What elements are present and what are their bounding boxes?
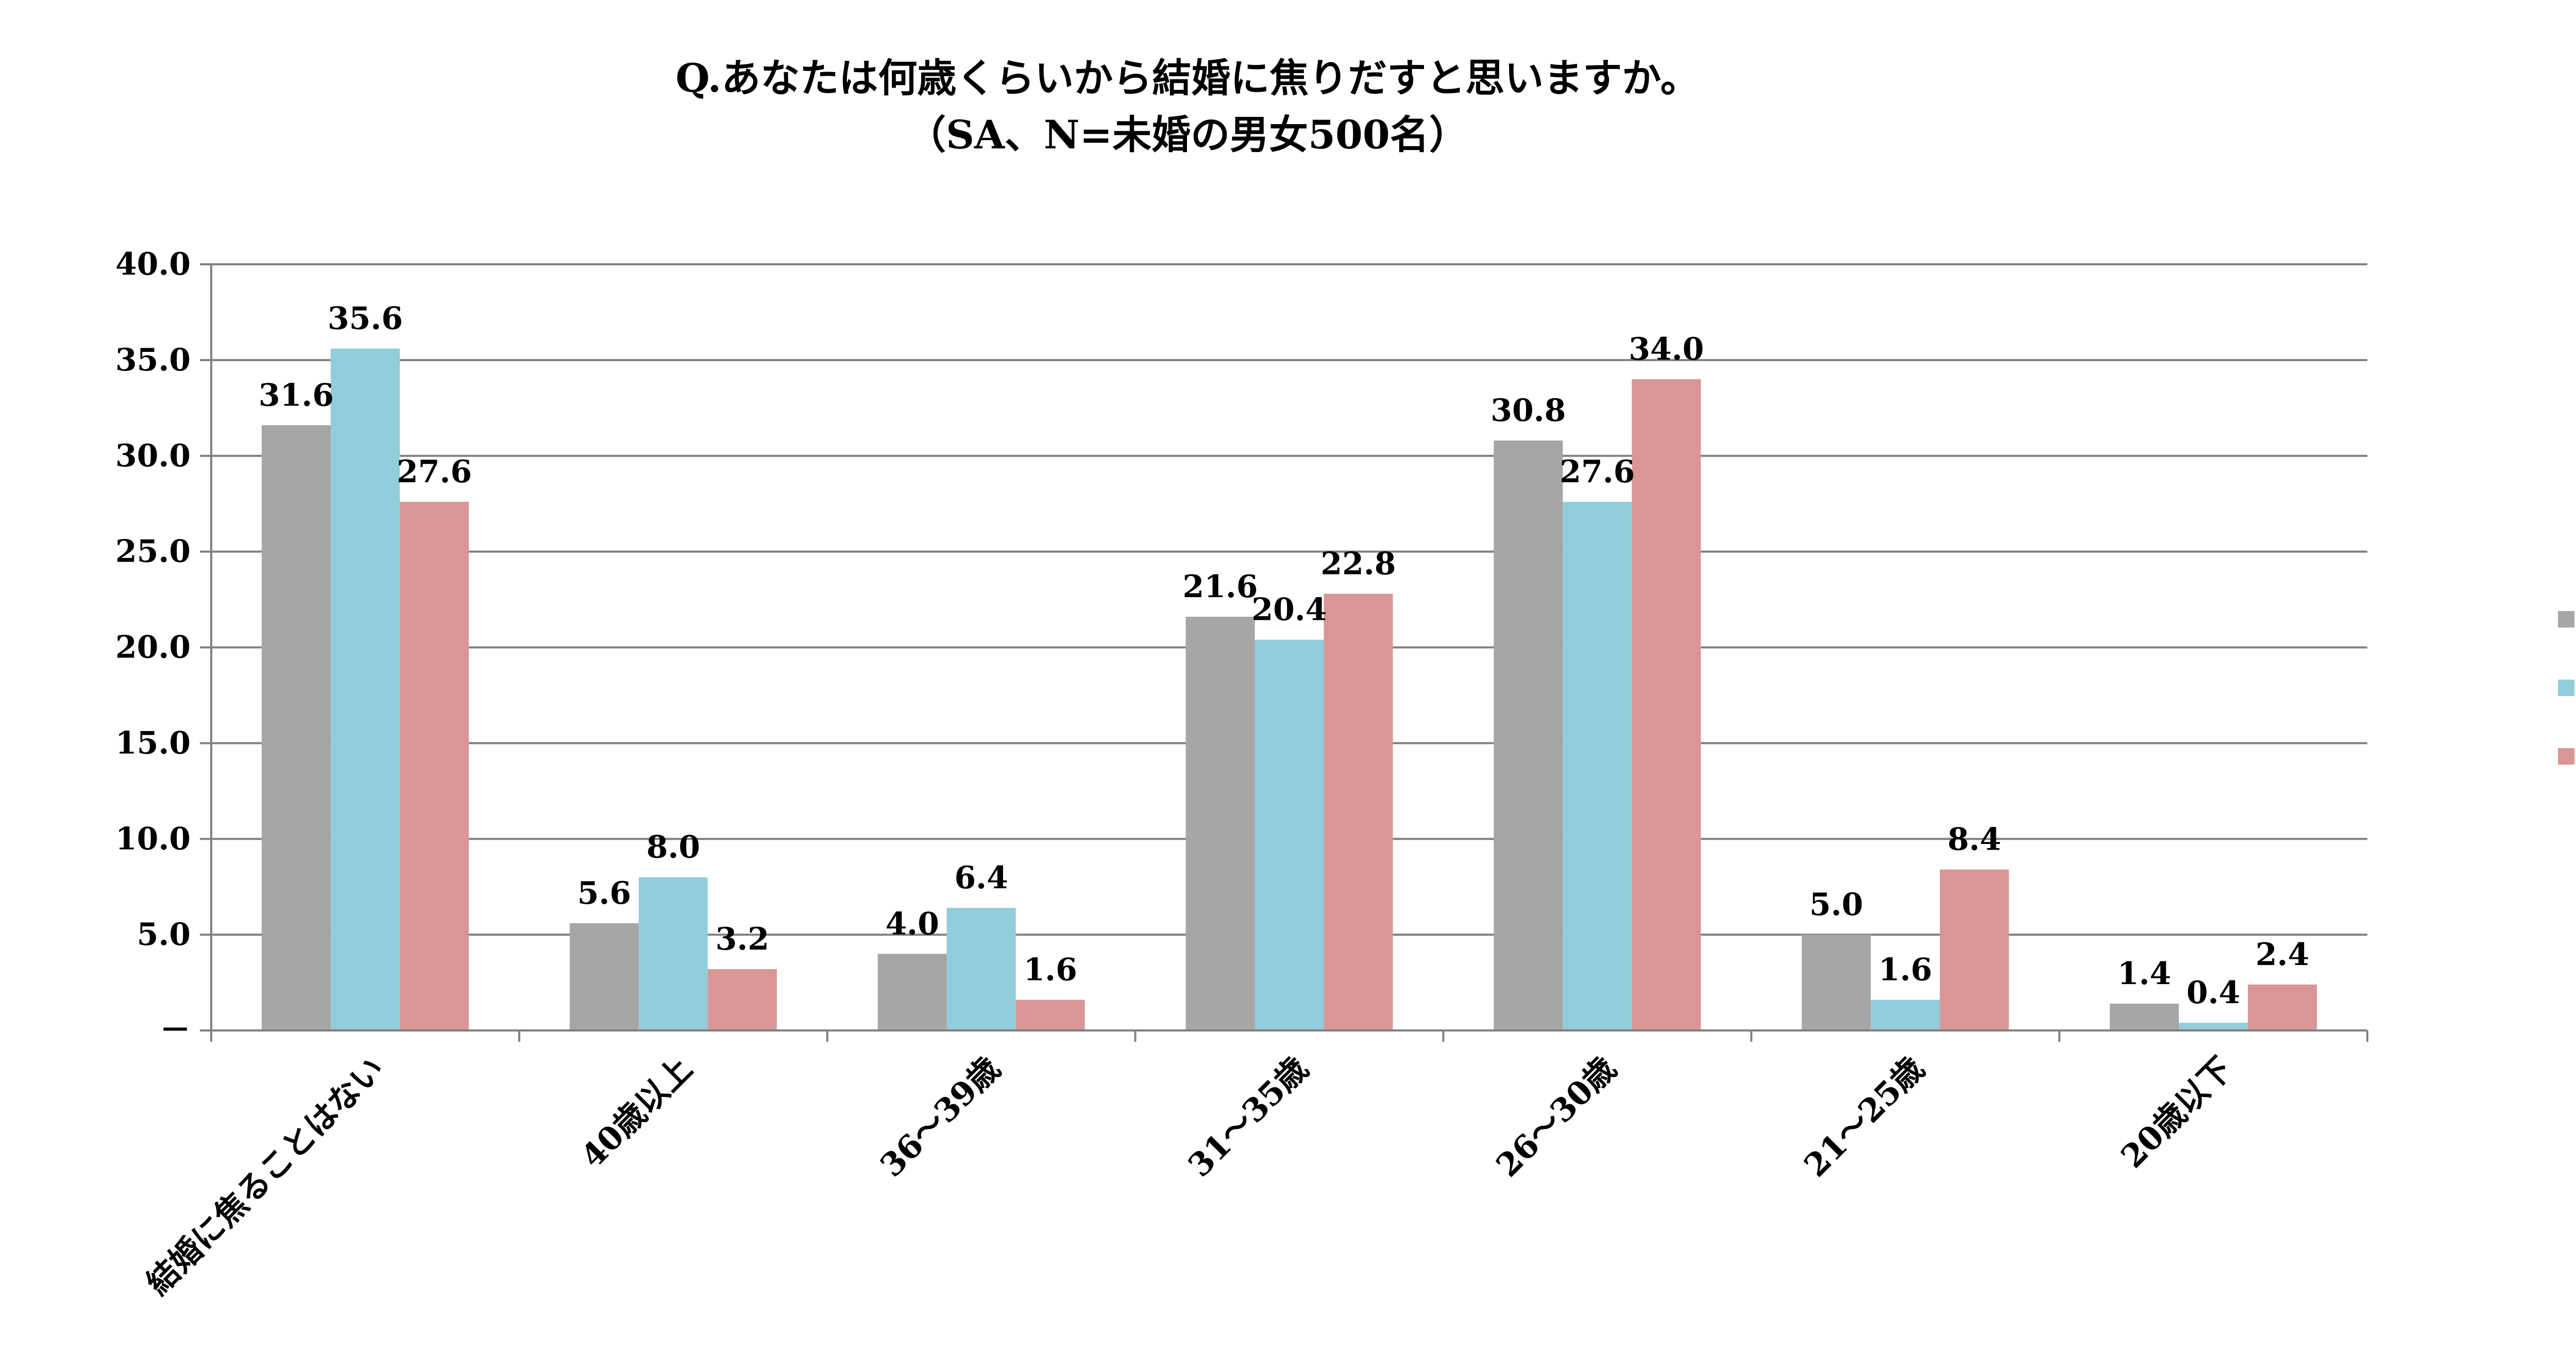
y-tick-label: － [160,1012,191,1048]
bar [946,908,1016,1030]
y-tick-label: 10.0 [115,821,191,857]
data-label: 35.6 [328,301,403,337]
data-label: 1.6 [1878,952,1932,988]
legend-swatch [2558,611,2574,628]
chart-subtitle: （SA、N=未婚の男女500名） [907,112,1468,158]
x-category-label: 40歳以上 [573,1050,699,1175]
x-category-label: 結婚に焦ることはない [139,1050,391,1302]
data-label: 27.6 [397,454,472,490]
y-tick-label: 35.0 [115,342,191,378]
x-category-label: 36～39歳 [873,1050,1007,1184]
bar [261,425,331,1030]
data-label: 30.8 [1490,393,1566,429]
bar [1494,441,1563,1030]
data-label: 8.0 [647,830,700,866]
bar [1802,935,1871,1030]
bar [1015,1000,1085,1030]
bar [1185,617,1255,1030]
data-label: 8.4 [1947,822,2001,858]
chart-title: Q.あなたは何歳くらいから結婚に焦りだすと思いますか。 [675,55,1699,101]
bars [261,348,2317,1030]
y-tick-label: 40.0 [115,246,191,282]
y-tick-label: 5.0 [137,917,191,953]
data-label: 6.4 [954,860,1008,896]
bar [1255,639,1324,1030]
x-category-label: 21～25歳 [1797,1050,1931,1184]
bar [1871,1000,1940,1030]
y-tick-label: 15.0 [115,725,191,761]
data-label: 20.4 [1251,592,1327,628]
data-label: 21.6 [1182,569,1258,605]
x-category-label: 26～30歳 [1489,1050,1623,1184]
bar [1632,379,1701,1030]
bar [2248,984,2317,1030]
x-category-label: 20歳以下 [2114,1050,2240,1175]
bar [2110,1003,2179,1030]
data-label: 22.8 [1320,546,1396,582]
data-label: 1.4 [2117,956,2171,992]
data-label: 2.4 [2256,937,2309,973]
y-tick-label: 20.0 [115,630,191,666]
bar [1940,869,2009,1030]
data-label: 5.0 [1809,887,1863,923]
bar [1324,594,1393,1030]
bar [330,348,400,1030]
bar [2179,1023,2248,1030]
data-label: 0.4 [2187,975,2240,1011]
bar [399,501,469,1030]
data-label: 5.6 [578,875,631,911]
bar [707,969,777,1030]
bar [638,877,708,1030]
data-label: 4.0 [885,906,939,942]
x-category-label: 31～35歳 [1181,1050,1315,1184]
legend-swatch [2558,680,2574,696]
data-label: 31.6 [259,377,334,413]
y-tick-label: 25.0 [115,534,191,570]
bar [569,923,639,1030]
legend: 全体男性女性 [2558,611,2574,765]
data-label: 34.0 [1629,331,1704,367]
data-label: 1.6 [1023,952,1077,988]
bar [1563,501,1632,1030]
legend-swatch [2558,748,2574,765]
data-label: 27.6 [1560,454,1635,490]
bar [877,954,947,1030]
y-tick-label: 30.0 [115,438,191,474]
data-label: 3.2 [716,921,769,957]
data-labels: 31.6 35.6 27.6 5.6 8.0 3.2 4.0 6.4 1.6 21.620.4 22… [259,301,2309,1011]
